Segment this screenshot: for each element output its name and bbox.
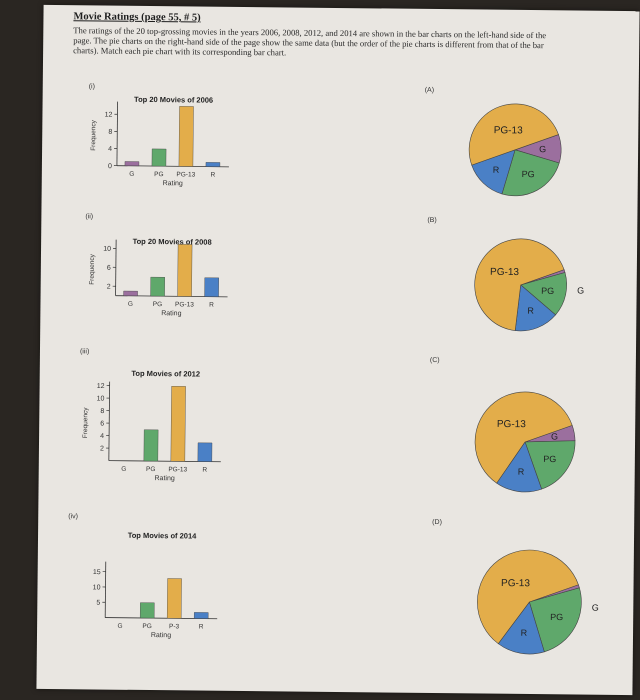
bar-4-PG-13 <box>166 578 182 619</box>
bar-1-G <box>124 161 140 167</box>
pie-3-label-R: R <box>518 467 525 477</box>
pie-1-slice-PG-13 <box>468 103 559 166</box>
y-tick-label-4-2: 15 <box>93 569 101 576</box>
pie-2-slice-PG-13 <box>474 238 565 331</box>
x-tick-label-2-0: G <box>128 301 133 308</box>
y-axis-3 <box>108 381 111 461</box>
y-tick-label-3-4: 10 <box>97 395 105 402</box>
x-tick-label-3-2: PG-13 <box>168 466 187 473</box>
bar-1-PG <box>151 148 167 167</box>
y-axis-label-2: Frequency <box>89 253 96 285</box>
y-tick-label-3-0: 2 <box>100 446 104 453</box>
pie-3-label-PG-13: PG-13 <box>497 419 526 430</box>
y-tick-label-3-3: 8 <box>100 408 104 415</box>
pie-2-label-PG: PG <box>541 286 554 296</box>
bar-2-PG-13 <box>177 244 193 297</box>
y-tick-label-2-2: 10 <box>103 246 111 253</box>
pie-1-label-R: R <box>493 165 500 175</box>
bar-2-G <box>123 290 138 297</box>
pie-4-slice-R <box>497 601 545 655</box>
pie-2-label-G: G <box>577 286 584 296</box>
x-tick-label-3-1: PG <box>146 466 155 473</box>
y-tick-label-2-1: 6 <box>107 265 111 272</box>
pie-3-label-G: G <box>551 432 558 442</box>
x-axis-label-1: Rating <box>163 180 183 187</box>
bar-4-PG <box>139 602 155 619</box>
y-tick-label-3-5: 12 <box>97 383 105 390</box>
bar-1-PG-13 <box>178 106 194 167</box>
x-tick-label-4-2: P-3 <box>169 623 180 630</box>
pie-1-label-PG: PG <box>522 169 535 179</box>
bar-chart-title-2: Top 20 Movies of 2008 <box>133 237 212 247</box>
x-tick-label-2-3: R <box>209 302 214 309</box>
x-tick-label-4-3: R <box>199 624 204 631</box>
bar-3-PG <box>143 429 159 462</box>
pie-1-label-PG-13: PG-13 <box>494 125 523 136</box>
x-tick-label-2-1: PG <box>153 301 162 308</box>
y-tick-label-1-3: 12 <box>105 112 113 119</box>
x-axis-label-2: Rating <box>161 310 181 317</box>
y-tick-label-4-1: 10 <box>93 584 101 591</box>
bar-chart-title-3: Top Movies of 2012 <box>131 369 200 379</box>
pie-1-slice-PG <box>501 149 560 197</box>
y-tick-label-2-0: 2 <box>107 284 111 291</box>
pie-4-slice-PG <box>528 587 582 653</box>
x-axis-label-3: Rating <box>154 475 174 482</box>
pie-4-slice-PG-13 <box>477 549 579 645</box>
bar-3-R <box>197 442 213 462</box>
y-tick-label-1-2: 8 <box>108 129 112 136</box>
y-axis-label-1: Frequency <box>90 119 97 151</box>
pie-2-label-R: R <box>527 306 534 316</box>
y-tick-label-3-1: 4 <box>100 433 104 440</box>
y-axis-4 <box>104 561 107 618</box>
y-axis-1 <box>116 101 118 166</box>
y-axis-label-3: Frequency <box>82 407 89 439</box>
pie-3-label-PG: PG <box>543 454 556 464</box>
pie-1-label-G: G <box>539 144 546 154</box>
x-tick-label-2-2: PG-13 <box>175 301 194 308</box>
x-tick-label-1-1: PG <box>154 171 163 178</box>
x-tick-label-1-0: G <box>129 171 134 178</box>
x-tick-label-1-3: R <box>210 172 215 179</box>
bar-4-R <box>193 612 209 619</box>
pie-4-label-PG: PG <box>550 612 563 622</box>
bar-chart-title-1: Top 20 Movies of 2006 <box>134 95 213 105</box>
x-tick-label-4-1: PG <box>142 623 151 630</box>
x-tick-label-4-0: G <box>118 623 123 630</box>
bar-chart-title-4: Top Movies of 2014 <box>128 531 198 541</box>
x-tick-label-3-3: R <box>202 467 207 474</box>
worksheet-page: Movie Ratings (page 55, # 5) The ratings… <box>36 4 640 696</box>
pie-4-label-PG-13: PG-13 <box>501 578 530 589</box>
y-tick-label-3-2: 6 <box>100 421 104 428</box>
pie-3-slice-PG-13 <box>474 391 573 484</box>
y-tick-label-4-0: 5 <box>96 600 100 607</box>
y-tick-label-1-1: 4 <box>108 146 112 153</box>
x-tick-label-1-2: PG-13 <box>176 171 195 178</box>
x-tick-label-3-0: G <box>121 466 126 473</box>
bar-2-PG <box>150 276 165 297</box>
y-tick-label-1-0: 0 <box>108 163 112 170</box>
bar-3-PG-13 <box>170 386 186 462</box>
x-axis-label-4: Rating <box>151 632 171 639</box>
bar-1-R <box>205 162 221 167</box>
charts-layer: Top 20 Movies of 2006 0 4 8 12 Frequency G PG PG… <box>82 95 599 655</box>
pie-4-label-R: R <box>521 628 528 638</box>
pie-2-label-PG-13: PG-13 <box>490 267 519 278</box>
bar-2-R <box>204 277 219 297</box>
pie-4-label-G: G <box>592 603 599 613</box>
